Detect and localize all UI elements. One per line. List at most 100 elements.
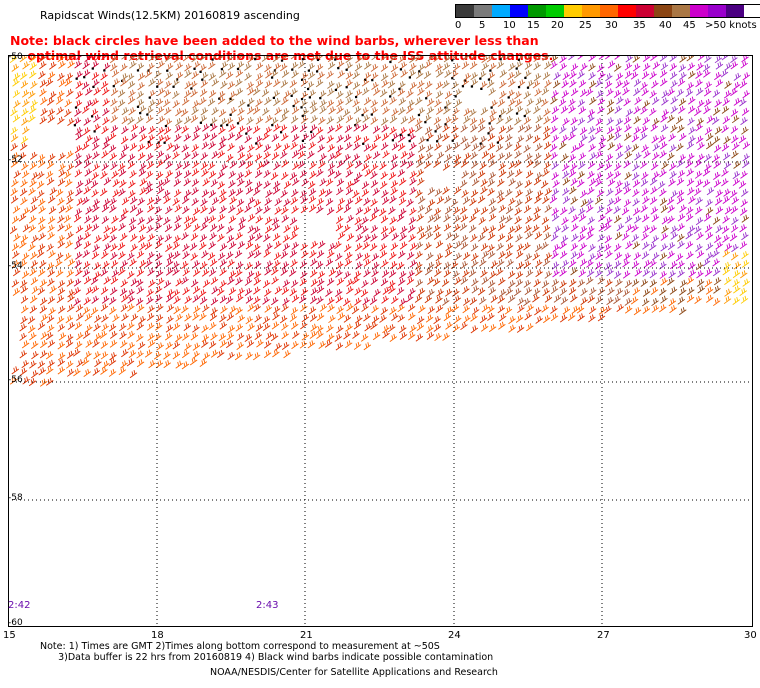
wind-barb [560,105,569,114]
wind-barb [415,70,424,79]
wind-barb [272,180,281,189]
wind-barb [235,323,244,332]
wind-barb [297,143,306,152]
wind-barb [433,53,441,63]
wind-barb [706,133,714,142]
wind-barb [570,177,578,187]
wind-barb [29,54,37,63]
wind-barb [713,277,722,286]
wind-barb [497,233,506,242]
wind-barb [282,279,291,288]
contamination-dot [112,85,115,88]
wind-barb [39,116,47,125]
wind-barb [272,90,281,99]
wind-barb [623,186,632,195]
wind-barb [477,117,486,126]
wind-barb [352,330,360,339]
wind-barb [120,360,128,369]
wind-barb [498,162,506,171]
wind-barb [316,197,325,206]
contamination-dot [487,78,491,81]
wind-barb [127,270,135,280]
wind-barb [201,189,210,198]
wind-barb [687,117,695,126]
wind-barb [148,360,156,369]
wind-barb [477,287,486,296]
wind-barb [407,303,416,312]
wind-barb [595,172,604,181]
wind-barb [19,54,28,63]
wind-barb [506,170,515,179]
wind-barb [606,188,614,197]
wind-barb [156,342,164,351]
wind-barb [658,304,667,313]
contamination-dot [499,58,502,61]
wind-barb [713,285,721,294]
wind-barb [246,116,254,125]
wind-barb [343,134,352,143]
wind-barb [417,287,426,296]
wind-barb [480,178,488,187]
wind-barb [262,159,270,168]
wind-barb [641,171,649,180]
legend-swatch [726,5,744,17]
wind-barb [352,81,361,90]
wind-barb [110,259,119,268]
wind-barb [281,108,290,117]
wind-barb [390,153,399,163]
wind-barb [291,341,299,350]
wind-barb [234,250,243,259]
wind-barb [172,351,181,360]
wind-barb [39,61,47,70]
wind-barb [470,243,479,252]
wind-barb [622,79,630,88]
wind-barb [454,99,463,108]
wind-barb [228,123,236,132]
wind-barb [696,270,704,279]
wind-barb [704,126,713,136]
contamination-dot [121,79,124,83]
wind-barb [624,305,633,314]
wind-barb [319,303,328,312]
wind-barb [613,205,621,214]
wind-barb [67,368,75,377]
wind-barb [694,295,702,304]
wind-barb [676,196,685,205]
wind-barb [551,213,560,222]
wind-barb [208,170,217,179]
wind-barb [163,134,171,144]
wind-barb [688,126,696,135]
wind-barb [733,285,741,294]
contamination-dot [245,132,248,135]
wind-barb [561,134,569,143]
wind-barb [487,178,496,187]
wind-barb [423,70,432,79]
contamination-dot [93,130,96,133]
wind-barb [480,269,488,278]
wind-barb [651,297,659,307]
wind-barb [370,276,379,285]
wind-barb [29,305,38,314]
wind-barb [281,322,289,331]
wind-barb [310,287,319,296]
wind-barb [632,287,641,296]
wind-barb [523,279,532,288]
wind-barb [470,135,478,144]
wind-barb [551,251,559,260]
wind-barb [289,288,297,297]
wind-barb [388,88,397,97]
wind-barb [118,251,126,260]
wind-barb [19,367,28,376]
wind-barb [326,207,335,216]
wind-barb [136,62,145,71]
wind-barb [109,339,118,348]
wind-barb [172,78,180,88]
wind-barb [229,91,237,100]
wind-barb [742,160,750,169]
wind-barb [642,63,651,72]
wind-barb [625,54,633,63]
wind-barb [66,150,74,159]
wind-barb [173,251,181,260]
wind-barb [225,71,234,80]
wind-barb [110,63,118,72]
